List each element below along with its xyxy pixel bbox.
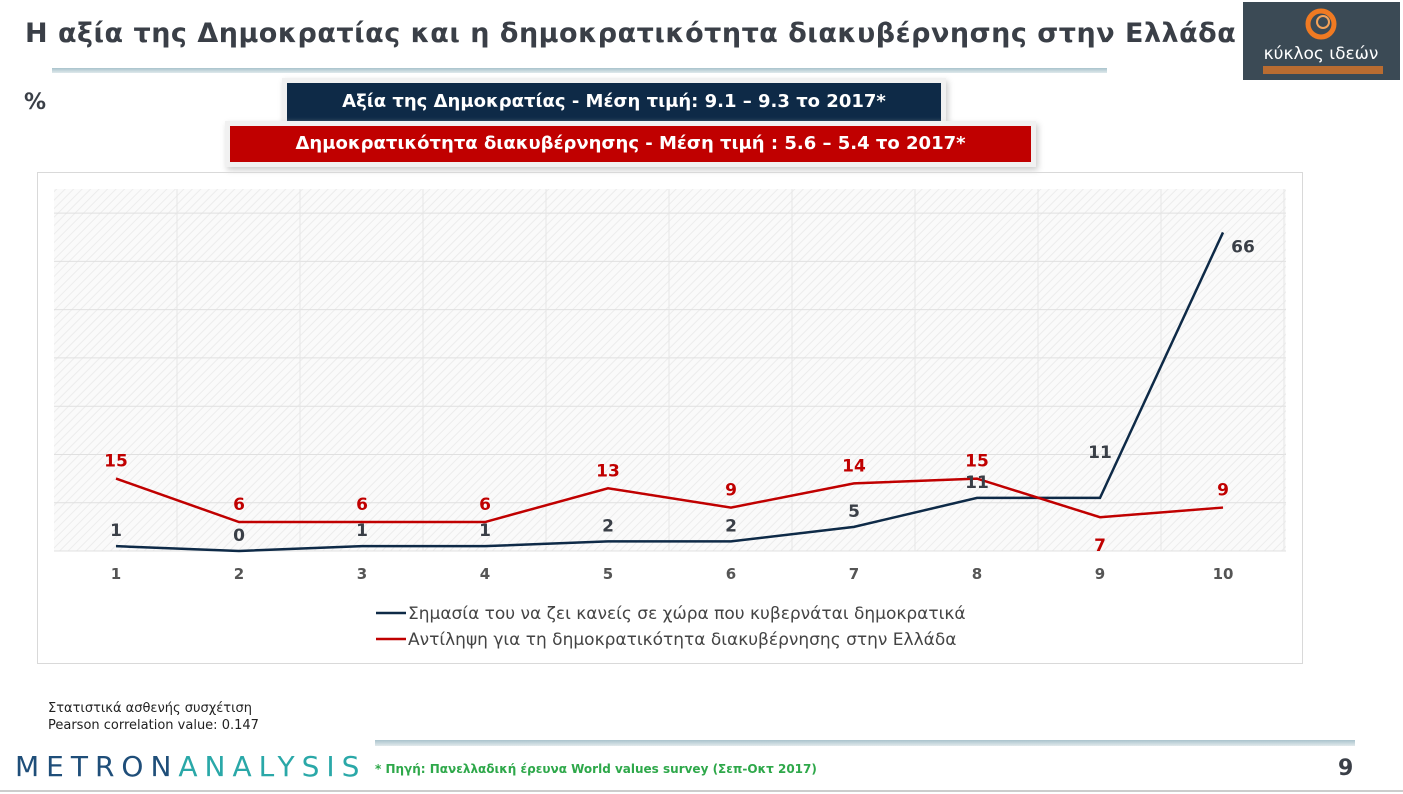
- x-tick-label: 4: [480, 565, 490, 583]
- x-tick-label: 5: [603, 565, 613, 583]
- line-chart: 1 0 1 1 2 2 5 11 11 66 15 6 6 6 13 9 14 15 7 9 1 2 3 4 5 6 7 8 9 10 Ση…: [37, 172, 1303, 664]
- title-divider: [52, 68, 1107, 73]
- page-number: 9: [1338, 756, 1354, 781]
- x-tick-label: 2: [234, 565, 244, 583]
- data-label: 9: [725, 481, 737, 501]
- data-label: 5: [848, 502, 860, 522]
- x-tick-label: 1: [111, 565, 121, 583]
- footer-divider: [375, 740, 1355, 746]
- x-tick-label: 6: [726, 565, 736, 583]
- data-label: 15: [104, 452, 128, 472]
- series-line-2: [115, 477, 1224, 524]
- x-tick-label: 10: [1213, 565, 1234, 583]
- data-label: 1: [110, 521, 122, 541]
- page-title: Η αξία της Δημοκρατίας και η δημοκρατικό…: [25, 18, 1237, 49]
- notes: Στατιστικά ασθενής συσχέτιση Pearson cor…: [48, 700, 259, 734]
- legend-label: Αντίληψη για τη δημοκρατικότητα διακυβέρ…: [408, 630, 956, 650]
- governance-mean-box: Δημοκρατικότητα διακυβέρνησης - Μέση τιμ…: [230, 126, 1031, 162]
- data-label: 1: [356, 521, 368, 541]
- data-label: 9: [1217, 481, 1229, 501]
- data-label: 11: [1088, 443, 1112, 463]
- data-label: 0: [233, 526, 245, 546]
- unit-label: %: [24, 90, 47, 115]
- x-tick-label: 7: [849, 565, 859, 583]
- metron-analysis-logo: METRONANALYSIS: [15, 750, 367, 783]
- plot-area: [54, 189, 1286, 551]
- source-note: * Πηγή: Πανελλαδική έρευνα World values …: [375, 762, 817, 776]
- svg-text:κύκλος ιδεών: κύκλος ιδεών: [1264, 44, 1379, 64]
- bottom-divider: [0, 790, 1403, 792]
- data-label: 15: [965, 452, 989, 472]
- data-label: 11: [965, 473, 989, 493]
- legend-label: Σημασία του να ζει κανείς σε χώρα που κυ…: [408, 604, 966, 624]
- data-label: 66: [1231, 237, 1255, 257]
- x-tick-label: 3: [357, 565, 367, 583]
- data-label: 2: [725, 516, 737, 536]
- note-pearson-value: Pearson correlation value: 0.147: [48, 718, 259, 733]
- data-label: 6: [233, 495, 245, 515]
- data-label: 14: [842, 456, 866, 476]
- note-correlation-strength: Στατιστικά ασθενής συσχέτιση: [48, 701, 252, 716]
- data-label: 13: [596, 461, 620, 481]
- data-label: 2: [602, 516, 614, 536]
- kyklos-ideon-logo: κύκλος ιδεών: [1243, 2, 1400, 80]
- x-tick-label: 9: [1095, 565, 1105, 583]
- democracy-mean-box: Αξία της Δημοκρατίας - Μέση τιμή: 9.1 – …: [287, 83, 941, 121]
- data-label: 6: [356, 495, 368, 515]
- data-label: 7: [1094, 536, 1106, 556]
- data-label: 1: [479, 521, 491, 541]
- data-label: 6: [479, 495, 491, 515]
- x-tick-label: 8: [972, 565, 982, 583]
